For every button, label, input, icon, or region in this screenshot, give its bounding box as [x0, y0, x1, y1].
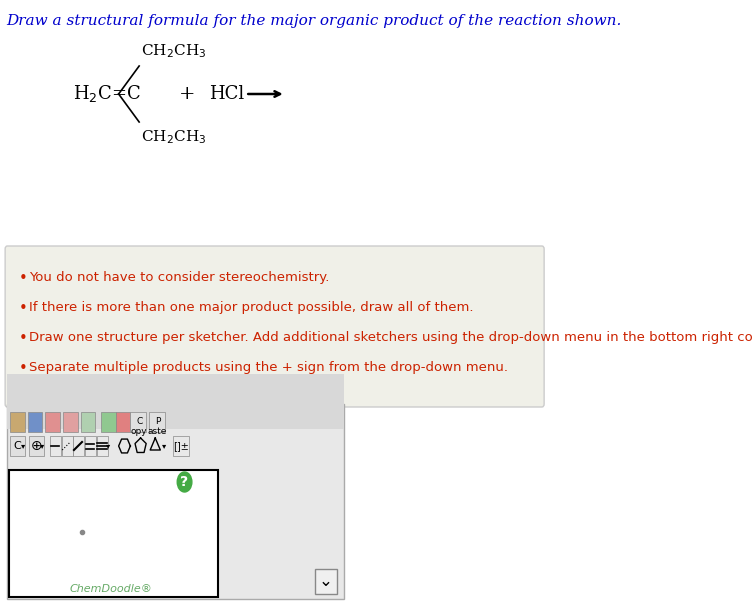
Bar	[130, 412, 147, 432]
Text: +: +	[178, 85, 195, 103]
Bar	[73, 436, 84, 456]
Bar	[173, 436, 189, 456]
Bar	[50, 436, 61, 456]
Bar	[9, 470, 218, 597]
Text: C: C	[14, 441, 21, 451]
Text: •: •	[18, 361, 27, 376]
Bar	[85, 436, 96, 456]
Text: Separate multiple products using the + sign from the drop-down menu.: Separate multiple products using the + s…	[29, 361, 508, 374]
Text: •: •	[18, 301, 27, 316]
Bar	[63, 412, 78, 432]
Text: If there is more than one major product possible, draw all of them.: If there is more than one major product …	[29, 301, 474, 314]
Text: ▾: ▾	[40, 442, 44, 451]
Text: []±: []±	[173, 441, 189, 451]
Text: ▾: ▾	[162, 442, 166, 451]
Text: ⌄: ⌄	[319, 573, 333, 591]
Text: H$_2$C=C: H$_2$C=C	[73, 83, 141, 104]
Text: C
opy: C opy	[131, 417, 148, 437]
Text: ChemDoodle®: ChemDoodle®	[70, 584, 153, 594]
Bar	[11, 412, 25, 432]
Bar	[62, 436, 72, 456]
Circle shape	[177, 472, 192, 492]
FancyBboxPatch shape	[8, 404, 344, 599]
Text: •: •	[18, 331, 27, 346]
Text: HCl: HCl	[209, 85, 244, 103]
Text: CH$_2$CH$_3$: CH$_2$CH$_3$	[141, 42, 206, 60]
Bar	[315, 569, 337, 594]
Bar	[28, 412, 42, 432]
Text: P
aste: P aste	[148, 417, 167, 437]
Text: Draw one structure per sketcher. Add additional sketchers using the drop-down me: Draw one structure per sketcher. Add add…	[29, 331, 753, 344]
Bar	[96, 436, 108, 456]
Bar	[116, 412, 130, 432]
FancyBboxPatch shape	[5, 246, 544, 407]
Text: CH$_2$CH$_3$: CH$_2$CH$_3$	[141, 128, 206, 146]
Bar	[11, 436, 25, 456]
Bar	[101, 412, 116, 432]
Text: ⊕: ⊕	[31, 439, 42, 453]
Text: •: •	[18, 271, 27, 286]
Bar	[8, 374, 344, 429]
Text: You do not have to consider stereochemistry.: You do not have to consider stereochemis…	[29, 271, 330, 284]
Text: ?: ?	[181, 475, 188, 489]
Bar	[45, 412, 60, 432]
Text: ▾: ▾	[20, 442, 25, 451]
Text: Draw a structural formula for the major organic product of the reaction shown.: Draw a structural formula for the major …	[6, 14, 621, 28]
Text: ▾: ▾	[106, 442, 111, 451]
Bar	[29, 436, 44, 456]
Bar	[148, 412, 165, 432]
Bar	[81, 412, 95, 432]
